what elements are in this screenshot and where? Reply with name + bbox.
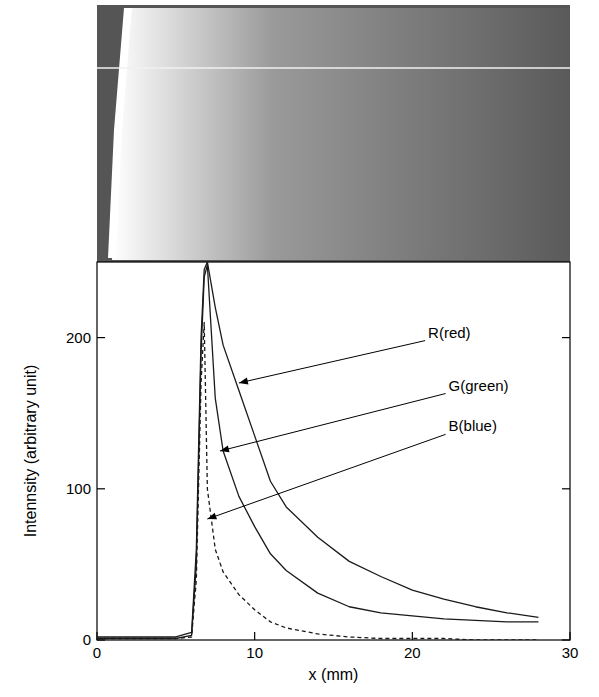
- annotation-arrowhead: [220, 445, 230, 452]
- y-tick-label: 100: [66, 480, 91, 497]
- x-tick-label: 30: [562, 644, 579, 661]
- annotation-arrow: [239, 341, 425, 383]
- annotation-arrowhead: [207, 513, 217, 520]
- annotation-arrow: [207, 434, 445, 519]
- x-tick-label: 10: [246, 644, 263, 661]
- y-tick: [562, 488, 570, 489]
- annotation-arrowhead: [239, 378, 249, 385]
- x-tick: [569, 632, 570, 640]
- photo: [97, 5, 570, 262]
- y-tick: [562, 337, 570, 338]
- plot-frame: [97, 262, 570, 640]
- y-tick: [97, 639, 105, 640]
- photo-front: [108, 8, 132, 258]
- annotation-label: G(green): [449, 377, 509, 394]
- y-tick-label: 0: [83, 631, 91, 648]
- annotation-arrow: [220, 394, 446, 451]
- annotation-label: B(blue): [449, 417, 497, 434]
- series-group: [97, 262, 538, 640]
- x-tick-label: 20: [404, 644, 421, 661]
- chart: 0 100 200 0 10 20 30 x (mm) Intennsity (arbitrar…: [0, 0, 599, 697]
- series-line: [97, 262, 538, 637]
- x-tick-label: 0: [93, 644, 101, 661]
- y-axis-title: Intennsity (arbitrary unit): [22, 365, 39, 538]
- photo-line: [97, 67, 570, 69]
- x-tick: [254, 632, 255, 640]
- x-tick: [412, 632, 413, 640]
- y-tick-label: 200: [66, 329, 91, 346]
- photo-background: [97, 5, 570, 262]
- y-tick: [97, 488, 105, 489]
- x-axis-title: x (mm): [309, 666, 359, 683]
- y-tick: [562, 639, 570, 640]
- photo-glow: [112, 8, 570, 260]
- series-line: [97, 322, 538, 640]
- series-line: [97, 265, 538, 638]
- annotation-label: R(red): [428, 324, 471, 341]
- y-tick: [97, 337, 105, 338]
